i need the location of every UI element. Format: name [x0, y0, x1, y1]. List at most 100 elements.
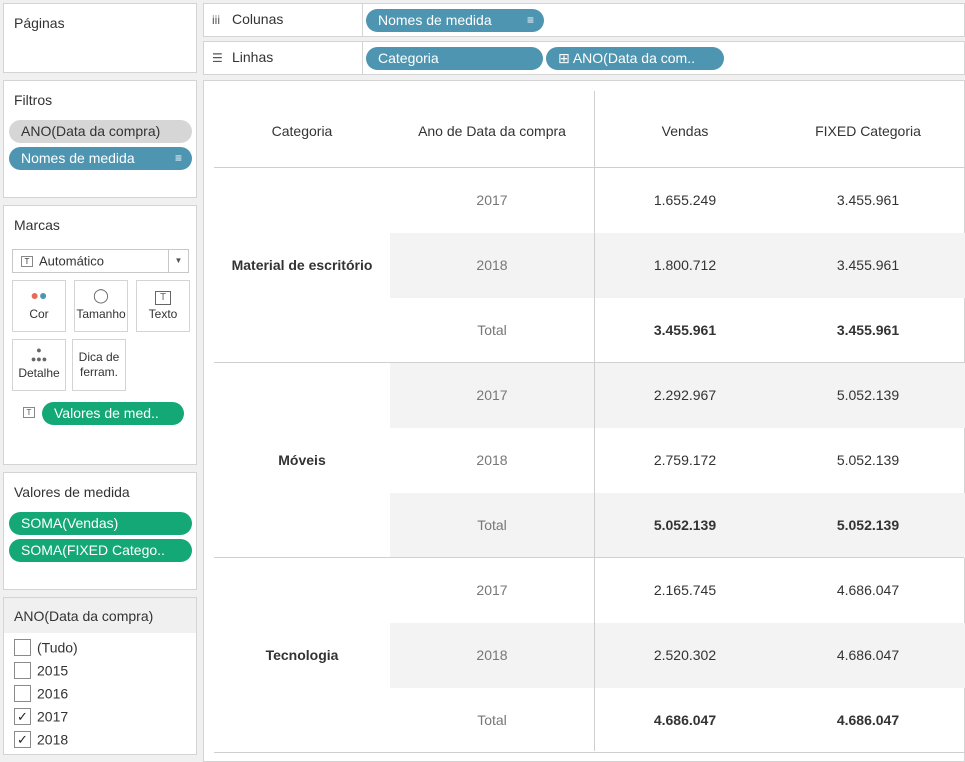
year-option-2018[interactable]: ✓ 2018	[14, 730, 68, 750]
category-label[interactable]: Móveis	[278, 452, 326, 468]
rows-pill-categoria[interactable]: Categoria	[366, 47, 543, 70]
columns-pill-label: Nomes de medida	[378, 12, 492, 28]
year-option-label: 2017	[37, 708, 69, 725]
checkbox[interactable]	[14, 638, 31, 656]
pages-card-title: Páginas	[14, 15, 65, 31]
measure-pill-fixed[interactable]: SOMA(FIXED Catego..	[9, 539, 192, 562]
column-divider	[594, 91, 595, 751]
crosstab-view[interactable]: Categoria Ano de Data da compra Vendas F…	[203, 80, 965, 762]
size-button[interactable]: ◯ Tamanho	[74, 280, 128, 332]
year-cell: 2017	[476, 582, 508, 598]
tooltip-button[interactable]: Dica de ferram.	[72, 339, 126, 391]
measure-pill-fixed-label: SOMA(FIXED Catego..	[21, 542, 165, 558]
total-label: Total	[477, 517, 507, 533]
fixed-total-cell: 4.686.047	[836, 712, 900, 728]
filter-pill-measure-names[interactable]: Nomes de medida ≡	[9, 147, 192, 170]
text-mark-icon: T	[21, 256, 33, 268]
vendas-cell: 2.292.967	[653, 387, 717, 403]
year-filter-card: ANO(Data da compra) (Tudo) 2015 2016 ✓ 20…	[3, 597, 197, 755]
columns-pill-measure-names[interactable]: Nomes de medida ≡	[366, 9, 544, 32]
sort-icon: ≡	[174, 151, 182, 165]
text-icon: T	[137, 281, 189, 307]
rows-icon: ☰	[212, 51, 223, 65]
filter-pill-year[interactable]: ANO(Data da compra)	[9, 120, 192, 143]
pages-card[interactable]: Páginas	[3, 3, 197, 73]
filters-card: Filtros ANO(Data da compra) Nomes de med…	[3, 80, 197, 198]
mark-type-dropdown[interactable]: T Automático ▼	[12, 249, 189, 273]
color-icon: ●●	[30, 287, 48, 303]
fixed-cell: 5.052.139	[836, 387, 900, 403]
detail-button[interactable]: ● ●●● Detalhe	[12, 339, 66, 391]
vendas-cell: 1.655.249	[653, 192, 717, 208]
category-label[interactable]: Material de escritório	[231, 257, 373, 273]
columns-shelf-label: iii Colunas	[212, 11, 283, 27]
year-filter-header	[4, 598, 196, 633]
marks-card-title: Marcas	[14, 217, 60, 233]
year-cell: 2017	[476, 387, 508, 403]
header-categoria[interactable]: Categoria	[271, 123, 333, 139]
fixed-total-cell: 3.455.961	[836, 322, 900, 338]
size-button-label: Tamanho	[76, 307, 126, 321]
rows-pill-label: Categoria	[378, 50, 439, 66]
measure-values-card: Valores de medida SOMA(Vendas) SOMA(FIXE…	[3, 472, 197, 590]
marks-pill-measure-values[interactable]: Valores de med..	[42, 402, 184, 425]
vendas-total-cell: 3.455.961	[653, 322, 717, 338]
checkbox[interactable]	[14, 661, 31, 679]
shelf-divider	[362, 42, 363, 74]
fixed-cell: 5.052.139	[836, 452, 900, 468]
size-icon: ◯	[93, 287, 109, 303]
fixed-cell: 3.455.961	[836, 257, 900, 273]
vendas-cell: 2.520.302	[653, 647, 717, 663]
year-option-label: 2015	[37, 662, 69, 679]
row-band	[390, 623, 965, 688]
checkbox[interactable]	[14, 684, 31, 702]
rows-shelf[interactable]: ☰ Linhas Categoria ⊞ ANO(Data da com..	[203, 41, 965, 75]
rows-shelf-label: ☰ Linhas	[212, 49, 273, 65]
year-cell: 2018	[476, 452, 508, 468]
vendas-cell: 2.759.172	[653, 452, 717, 468]
filter-pill-measure-names-label: Nomes de medida	[21, 150, 135, 166]
category-label[interactable]: Tecnologia	[265, 647, 339, 663]
marks-pill-measure-values-label: Valores de med..	[54, 405, 159, 421]
row-band	[390, 363, 965, 428]
measure-pill-vendas[interactable]: SOMA(Vendas)	[9, 512, 192, 535]
total-label: Total	[477, 712, 507, 728]
measure-pill-vendas-label: SOMA(Vendas)	[21, 515, 119, 531]
checkbox-checked[interactable]: ✓	[14, 707, 31, 725]
marks-card: Marcas T Automático ▼ ●● Cor ◯ Tamanho T …	[3, 205, 197, 465]
year-option-label: (Tudo)	[37, 639, 78, 656]
rows-pill-year[interactable]: ⊞ ANO(Data da com..	[546, 47, 724, 70]
measure-values-card-title: Valores de medida	[14, 484, 130, 500]
row-band	[390, 233, 965, 298]
vendas-cell: 1.800.712	[653, 257, 717, 273]
text-button[interactable]: T Texto	[136, 280, 190, 332]
year-option-2015[interactable]: 2015	[14, 661, 68, 681]
header-vendas[interactable]: Vendas	[661, 123, 709, 139]
detail-button-label: Detalhe	[18, 366, 60, 380]
sort-icon: ≡	[526, 13, 534, 27]
fixed-cell: 4.686.047	[836, 582, 900, 598]
year-cell: 2018	[476, 257, 508, 273]
fixed-cell: 3.455.961	[836, 192, 900, 208]
year-option-all[interactable]: (Tudo)	[14, 638, 78, 658]
checkbox-checked[interactable]: ✓	[14, 730, 31, 748]
year-cell: 2017	[476, 192, 508, 208]
mark-type-label: Automático	[39, 253, 105, 269]
header-year[interactable]: Ano de Data da compra	[418, 123, 566, 139]
header-divider	[214, 167, 964, 168]
color-button-label: Cor	[29, 307, 49, 321]
group-divider	[214, 557, 964, 558]
columns-shelf[interactable]: iii Colunas Nomes de medida ≡	[203, 3, 965, 37]
year-option-label: 2016	[37, 685, 69, 702]
year-option-2016[interactable]: 2016	[14, 684, 68, 704]
rows-label-text: Linhas	[232, 49, 274, 65]
color-button[interactable]: ●● Cor	[12, 280, 66, 332]
text-button-label: Texto	[148, 307, 178, 321]
filters-card-title: Filtros	[14, 92, 53, 108]
chevron-down-icon: ▼	[168, 250, 188, 272]
vendas-total-cell: 4.686.047	[653, 712, 717, 728]
year-option-2017[interactable]: ✓ 2017	[14, 707, 68, 727]
header-fixed[interactable]: FIXED Categoria	[815, 123, 921, 139]
year-option-label: 2018	[37, 731, 69, 748]
filter-pill-year-label: ANO(Data da compra)	[21, 123, 161, 139]
